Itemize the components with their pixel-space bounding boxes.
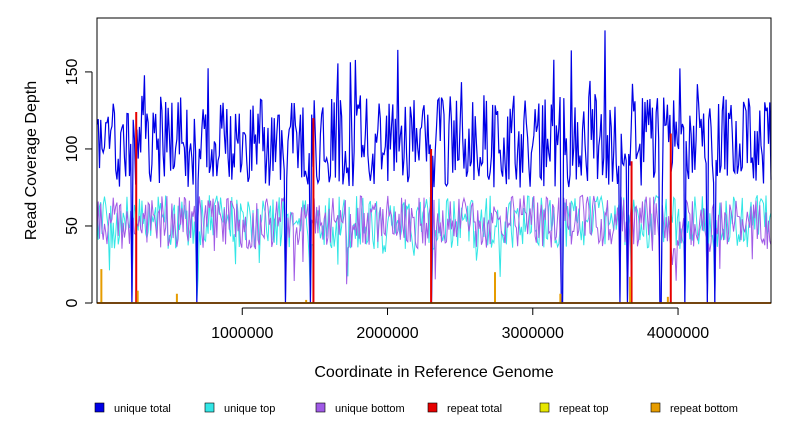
plot-frame bbox=[96, 17, 772, 304]
x-tick-label: 3000000 bbox=[502, 325, 564, 342]
series-line-unique-total bbox=[96, 30, 772, 304]
legend-swatch bbox=[204, 402, 215, 413]
y-tick-label: 100 bbox=[64, 136, 81, 163]
legend-label: unique bottom bbox=[335, 403, 405, 415]
x-tick-label: 2000000 bbox=[356, 325, 418, 342]
y-tick-label: 0 bbox=[64, 298, 81, 307]
legend-swatch bbox=[315, 402, 326, 413]
legend-swatch bbox=[94, 402, 105, 413]
legend-label: unique total bbox=[114, 403, 171, 415]
x-tick-label: 1000000 bbox=[211, 325, 273, 342]
legend-swatch bbox=[539, 402, 550, 413]
x-axis: 1000000 2000000 3000000 4000000 bbox=[211, 307, 709, 342]
series-line-unique-bottom bbox=[96, 194, 772, 304]
y-tick-label: 50 bbox=[64, 217, 81, 235]
y-axis: 0 50 100 150 bbox=[64, 58, 93, 307]
x-tick-label: 4000000 bbox=[647, 325, 709, 342]
legend-label: unique top bbox=[224, 403, 275, 415]
legend-item-unique-top: unique top bbox=[204, 402, 275, 415]
legend-label: repeat total bbox=[447, 403, 502, 415]
legend-label: repeat top bbox=[559, 403, 609, 415]
plot-area bbox=[96, 30, 772, 304]
legend-item-repeat-total: repeat total bbox=[427, 402, 502, 415]
y-axis-title: Read Coverage Depth bbox=[23, 81, 40, 240]
legend-item-unique-bottom: unique bottom bbox=[315, 402, 405, 415]
legend-item-repeat-top: repeat top bbox=[539, 402, 609, 415]
legend-swatch bbox=[650, 402, 661, 413]
legend-item-repeat-bottom: repeat bottom bbox=[650, 402, 738, 415]
legend-swatch bbox=[427, 402, 438, 413]
legend-label: repeat bottom bbox=[670, 403, 738, 415]
legend-item-unique-total: unique total bbox=[94, 402, 171, 415]
y-tick-label: 150 bbox=[64, 58, 81, 85]
legend: unique total unique top unique bottom repea… bbox=[94, 402, 738, 415]
x-axis-title: Coordinate in Reference Genome bbox=[314, 364, 553, 381]
